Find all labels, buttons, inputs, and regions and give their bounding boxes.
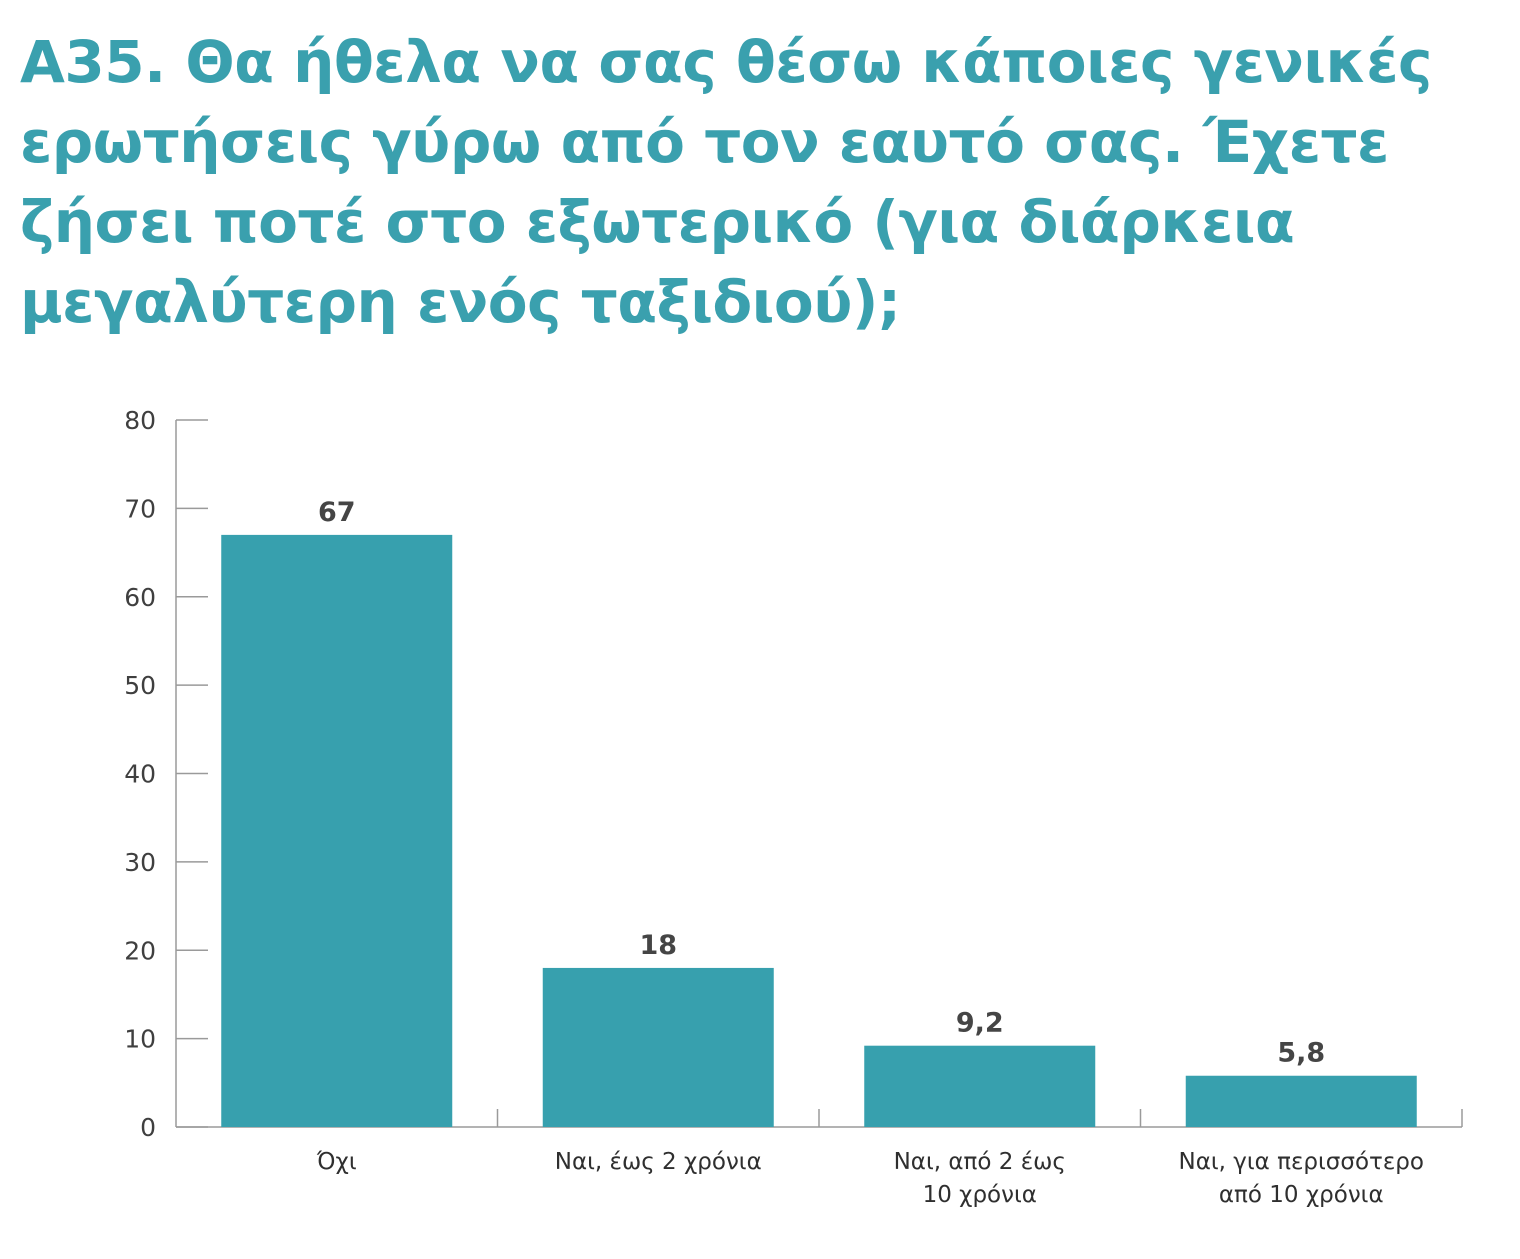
data-label: 18 bbox=[639, 930, 677, 961]
category-label: από 10 χρόνια bbox=[1219, 1182, 1384, 1208]
bar bbox=[221, 534, 453, 1127]
y-tick-label: 20 bbox=[124, 936, 156, 965]
category-label: Ναι, από 2 έως bbox=[894, 1149, 1066, 1175]
y-tick-label: 50 bbox=[124, 671, 156, 700]
category-label: Όχι bbox=[316, 1149, 357, 1175]
chart-labels: 0 10 20 30 40 50 60 70 80 67 Όχι 18 Ναι, έως 2 χρόνι… bbox=[124, 406, 1424, 1208]
category-label: 10 χρόνια bbox=[923, 1182, 1037, 1208]
data-label: 67 bbox=[318, 497, 356, 528]
y-tick-label: 80 bbox=[124, 406, 156, 435]
category-label: Ναι, έως 2 χρόνια bbox=[555, 1149, 762, 1175]
category-label: Ναι, για περισσότερο bbox=[1179, 1149, 1424, 1175]
y-tick-label: 60 bbox=[124, 583, 156, 612]
data-label: 9,2 bbox=[956, 1008, 1004, 1039]
bar bbox=[1185, 1075, 1417, 1127]
bar bbox=[542, 967, 774, 1127]
bar bbox=[864, 1045, 1096, 1127]
y-tick-label: 40 bbox=[124, 760, 156, 789]
y-tick-label: 70 bbox=[124, 494, 156, 523]
page-title: Α35. Θα ήθελα να σας θέσω κάποιες γενικέ… bbox=[20, 28, 1432, 336]
y-tick-label: 10 bbox=[124, 1025, 156, 1054]
y-tick-label: 30 bbox=[124, 848, 156, 877]
chart-bars bbox=[221, 534, 1417, 1127]
data-label: 5,8 bbox=[1277, 1038, 1325, 1069]
y-tick-label: 0 bbox=[140, 1113, 156, 1142]
